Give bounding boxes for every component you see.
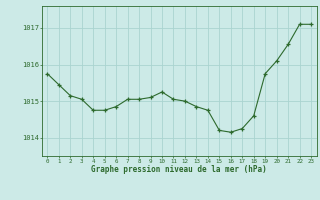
X-axis label: Graphe pression niveau de la mer (hPa): Graphe pression niveau de la mer (hPa) — [91, 165, 267, 174]
